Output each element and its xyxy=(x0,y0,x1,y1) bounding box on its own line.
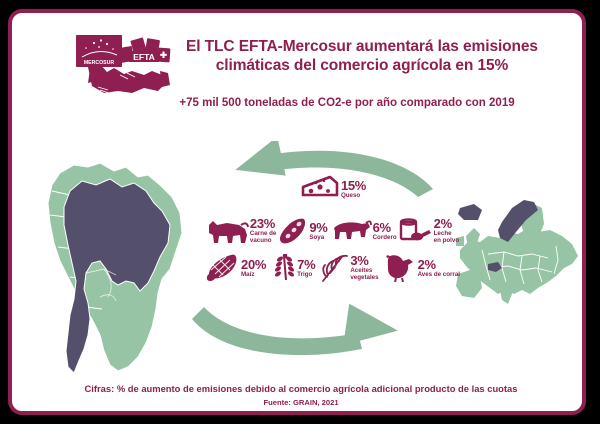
page-title: El TLC EFTA-Mercosur aumentará las emisi… xyxy=(162,37,562,75)
item-label: 7% Trigo xyxy=(297,256,316,279)
efta-norway xyxy=(498,200,538,242)
item-name: Soya xyxy=(309,233,325,241)
emissions-items: 15% Queso 23% Carne de vacuno xyxy=(188,173,478,323)
item-percent: 23% xyxy=(249,216,276,232)
soy-pod-icon xyxy=(280,218,306,244)
oil-plant-icon xyxy=(322,254,349,282)
efta-flag-label: EFTA xyxy=(133,52,155,62)
item-name: Trigo xyxy=(297,270,313,278)
wheat-icon xyxy=(275,254,295,281)
item-name: Maíz xyxy=(241,270,255,278)
item-name: Aceites vegetales xyxy=(350,267,379,281)
item-label: 23% Carne de vacuno xyxy=(250,217,276,244)
item-percent: 9% xyxy=(309,219,328,235)
cheese-icon xyxy=(301,175,339,197)
chicken-icon xyxy=(386,255,413,282)
header: MERCOSUR EFTA xyxy=(12,13,582,118)
item-percent: 2% xyxy=(417,256,437,272)
page-subtitle: +75 mil 500 toneladas de CO2-e por año c… xyxy=(179,97,515,109)
item-label: 15% Queso xyxy=(341,179,366,200)
arrow-europe-to-south-america xyxy=(235,141,433,197)
infographic-frame: MERCOSUR EFTA xyxy=(8,9,586,415)
europe-map xyxy=(456,200,578,304)
item-percent: 15% xyxy=(340,177,367,193)
item-percent: 6% xyxy=(372,219,392,235)
list-item-queso: 15% Queso xyxy=(300,175,366,203)
item-name: Cordero xyxy=(372,233,397,241)
list-item-leche-en-polvo: 2% Leche en polvo xyxy=(399,217,459,245)
title-line-1: El TLC EFTA-Mercosur aumentará las emisi… xyxy=(186,38,538,55)
cow-icon xyxy=(208,221,249,243)
sheep-icon xyxy=(333,220,372,239)
item-name: Carne de vacuno xyxy=(249,230,277,244)
item-label: 6% Cordero xyxy=(373,221,397,242)
milk-powder-icon xyxy=(399,218,431,241)
item-percent: 3% xyxy=(350,253,369,269)
list-item-cordero: 6% Cordero xyxy=(330,217,397,245)
item-name: Aves de corral xyxy=(417,270,460,278)
mercosur-flag-label: MERCOSUR xyxy=(84,60,115,66)
efta-switzerland xyxy=(488,262,502,272)
featured-item-row: 15% Queso xyxy=(188,175,478,203)
corn-icon xyxy=(206,254,237,281)
footer-source: Fuente: GRAIN, 2021 xyxy=(263,398,339,407)
list-item-soya: 9% Soya xyxy=(278,217,328,245)
item-label: 3% Aceites vegetales xyxy=(350,254,378,281)
list-item-aves-de-corral: 2% Aves de corral xyxy=(383,254,460,282)
item-percent: 2% xyxy=(433,216,453,232)
handshake-icon xyxy=(88,64,170,93)
item-label: 9% Soya xyxy=(309,219,328,242)
list-item-carne-de-vacuno: 23% Carne de vacuno xyxy=(207,217,276,245)
item-label: 2% Aves de corral xyxy=(418,258,460,279)
item-percent: 20% xyxy=(241,256,267,272)
list-item-maiz: 20% Maíz xyxy=(206,254,266,282)
items-row-2: 20% Maíz xyxy=(188,254,478,282)
mercosur-efta-handshake-logo: MERCOSUR EFTA xyxy=(76,35,171,96)
arrow-south-america-to-europe xyxy=(192,303,398,356)
title-line-2: climáticas del comercio agrícola en 15% xyxy=(215,57,509,74)
south-america-map xyxy=(47,162,183,374)
footer-note: Cifras: % de aumento de emisiones debido… xyxy=(84,383,518,394)
item-label: 20% Maíz xyxy=(241,258,266,279)
item-label: 2% Leche en polvo xyxy=(434,217,459,244)
item-percent: 7% xyxy=(297,256,316,272)
item-name: Leche en polvo xyxy=(433,230,460,244)
list-item-aceites-vegetales: 3% Aceites vegetales xyxy=(319,254,379,282)
items-row-1: 23% Carne de vacuno 9% Soya xyxy=(188,217,478,245)
efta-iceland xyxy=(458,204,482,220)
list-item-trigo: 7% Trigo xyxy=(270,254,316,282)
item-name: Queso xyxy=(340,191,361,199)
